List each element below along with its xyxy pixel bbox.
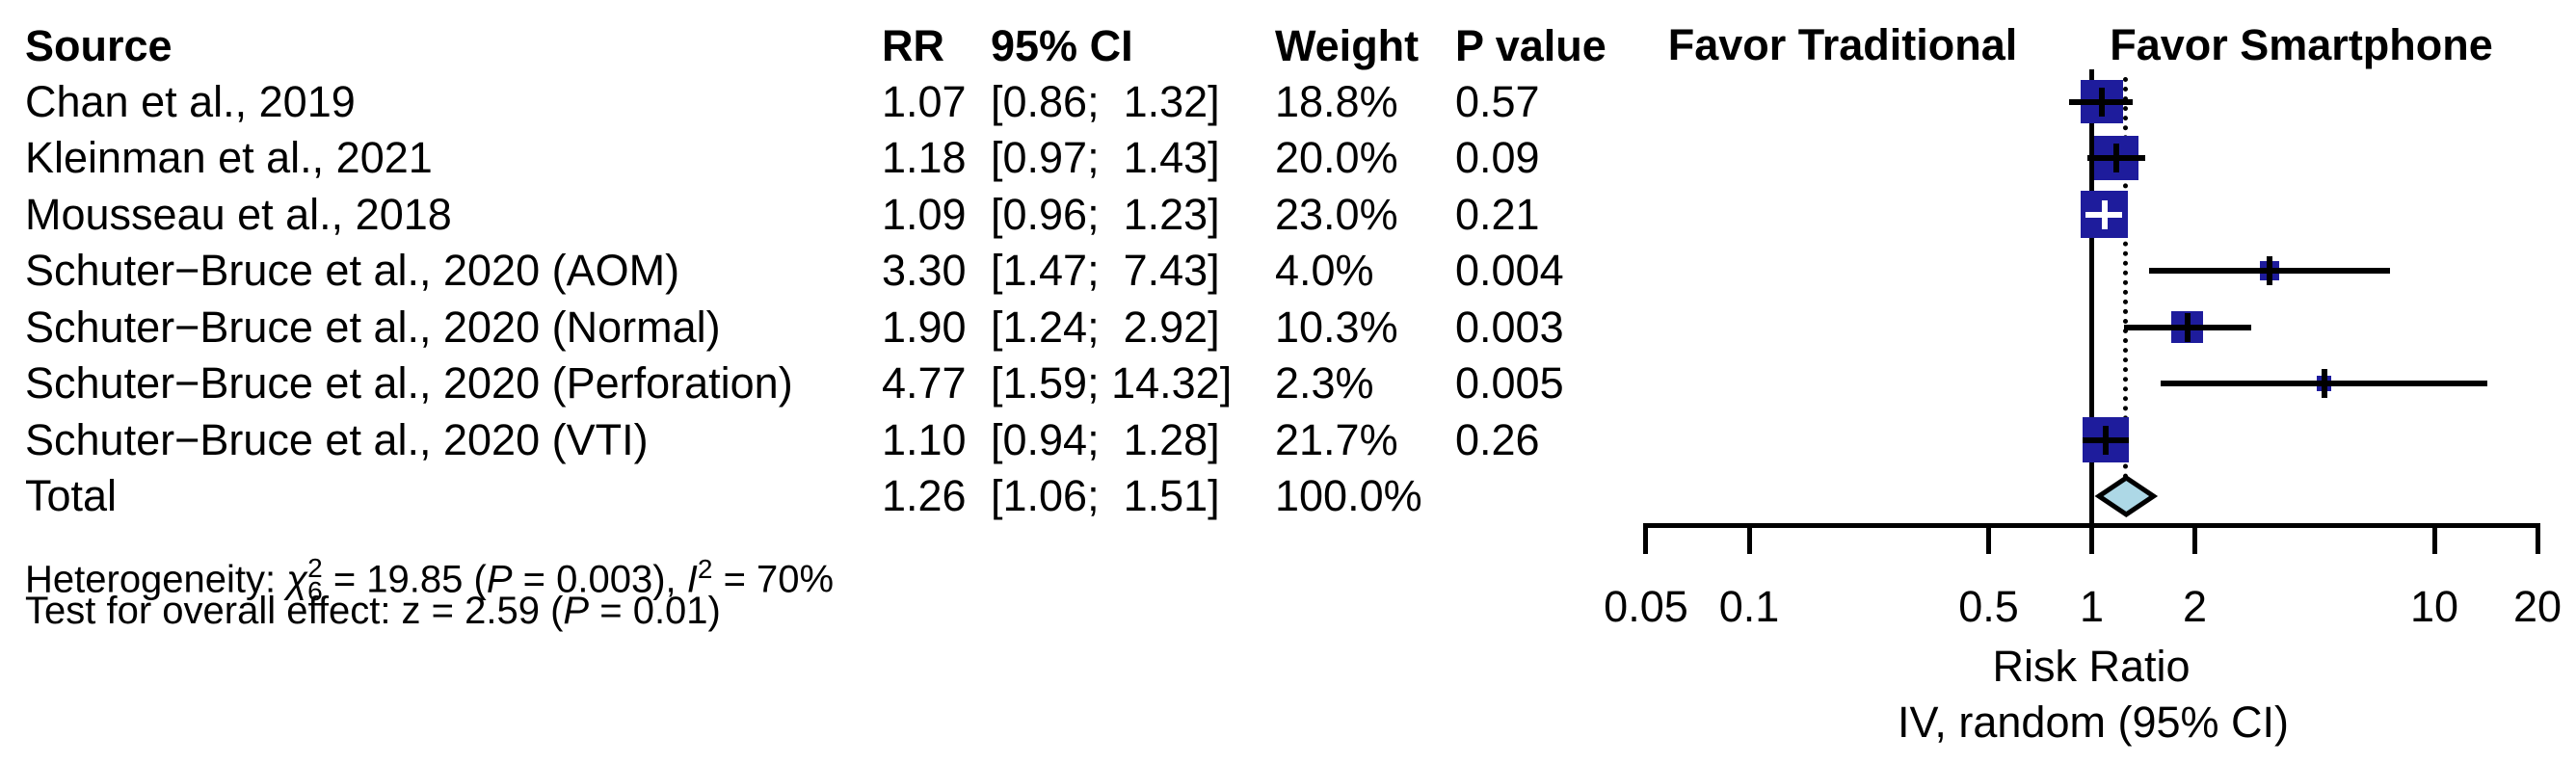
table-cell-weight: 18.8% [1275, 76, 1398, 126]
heterogeneity-mid: = 19.85 ( [322, 558, 487, 601]
table-cell-source: Schuter−Bruce et al., 2020 (Normal) [25, 302, 721, 352]
axis-tick-label: 2 [2183, 582, 2208, 631]
pooled-diamond-shape [2094, 474, 2159, 518]
table-cell-ci: [0.94; 1.28] [991, 414, 1220, 464]
table-cell-source: Schuter−Bruce et al., 2020 (AOM) [25, 246, 680, 295]
table-cell-weight: 23.0% [1275, 189, 1398, 239]
chi-superscript: 2 [307, 552, 323, 583]
point-estimate-marker [2113, 144, 2120, 172]
table-cell-ci: [1.59; 14.32] [991, 358, 1233, 408]
table-cell-weight: 10.3% [1275, 302, 1398, 352]
null-effect-line [2089, 69, 2094, 525]
chi-symbol: χ [286, 558, 308, 601]
table-cell-pvalue: 0.57 [1455, 76, 1540, 126]
table-cell-rr: 1.09 [882, 189, 967, 239]
column-header-rr: RR [882, 21, 944, 70]
table-cell-weight: 2.3% [1275, 358, 1374, 408]
axis-tick [1985, 523, 1991, 554]
table-cell-rr: 3.30 [882, 246, 967, 295]
column-header-weight: Weight [1275, 21, 1420, 70]
overall-effect-prefix: Test for overall effect: z = 2.59 ( [25, 590, 564, 632]
overall-effect-text: Test for overall effect: z = 2.59 (P = 0… [25, 588, 721, 634]
table-cell-source: Total [25, 471, 118, 520]
heterogeneity-after-p: = 0.003), [512, 558, 687, 601]
favor-left-label: Favor Traditional [1667, 20, 2018, 69]
table-cell-pvalue: 0.09 [1455, 133, 1540, 182]
table-cell-pvalue: 0.21 [1455, 189, 1540, 239]
i-squared-superscript: 2 [697, 554, 713, 584]
heterogeneity-prefix: Heterogeneity: [25, 558, 287, 601]
pooled-estimate-dotted-line [2123, 77, 2128, 479]
table-cell-ci: [1.06; 1.51] [991, 471, 1220, 520]
table-cell-pvalue: 0.005 [1455, 358, 1564, 408]
axis-tick-label: 0.5 [1958, 582, 2019, 631]
table-cell-ci: [0.97; 1.43] [991, 133, 1220, 182]
heterogeneity-tail: = 70% [712, 558, 835, 601]
favor-right-label: Favor Smartphone [2110, 20, 2493, 69]
axis-tick [2535, 523, 2540, 554]
table-cell-rr: 4.77 [882, 358, 967, 408]
point-estimate-marker [2101, 199, 2108, 229]
table-cell-pvalue: 0.004 [1455, 246, 1564, 295]
table-cell-ci: [1.24; 2.92] [991, 302, 1220, 352]
table-cell-rr: 1.18 [882, 133, 967, 182]
x-axis-subtitle: IV, random (95% CI) [1897, 698, 2290, 747]
table-cell-source: Schuter−Bruce et al., 2020 (Perforation) [25, 358, 793, 408]
axis-tick-label: 1 [2079, 582, 2105, 631]
table-cell-source: Schuter−Bruce et al., 2020 (VTI) [25, 414, 649, 464]
column-header-source: Source [25, 21, 173, 70]
table-cell-rr: 1.10 [882, 414, 967, 464]
column-header-pvalue: P value [1455, 21, 1607, 70]
point-estimate-marker [2184, 312, 2191, 342]
axis-tick-label: 0.05 [1604, 582, 1688, 631]
table-cell-ci: [0.96; 1.23] [991, 189, 1220, 239]
axis-tick-label: 10 [2409, 582, 2459, 631]
pooled-diamond [2094, 474, 2159, 518]
table-cell-ci: [1.47; 7.43] [991, 246, 1220, 295]
table-cell-pvalue: 0.003 [1455, 302, 1564, 352]
p-symbol: P [486, 558, 513, 601]
axis-tick [2192, 523, 2198, 554]
i-squared-symbol: I [686, 558, 698, 601]
axis-tick [2431, 523, 2437, 554]
table-cell-source: Kleinman et al., 2021 [25, 133, 433, 182]
chi-subscript: 6 [307, 575, 323, 606]
table-cell-rr: 1.07 [882, 76, 967, 126]
axis-tick-label: 0.1 [1718, 582, 1780, 631]
point-estimate-marker [2098, 87, 2105, 117]
table-cell-pvalue: 0.26 [1455, 414, 1540, 464]
point-estimate-marker [2103, 425, 2110, 455]
table-cell-rr: 1.90 [882, 302, 967, 352]
table-cell-rr: 1.26 [882, 471, 967, 520]
point-estimate-marker [2266, 256, 2272, 285]
column-header-ci: 95% CI [991, 21, 1133, 70]
axis-tick [2089, 523, 2094, 554]
axis-tick [1746, 523, 1752, 554]
table-cell-weight: 20.0% [1275, 133, 1398, 182]
table-cell-weight: 4.0% [1275, 246, 1374, 295]
table-cell-source: Mousseau et al., 2018 [25, 189, 452, 239]
axis-tick-label: 20 [2512, 582, 2563, 631]
table-cell-weight: 21.7% [1275, 414, 1398, 464]
table-cell-source: Chan et al., 2019 [25, 76, 356, 126]
table-cell-weight: 100.0% [1275, 471, 1422, 520]
x-axis-title: Risk Ratio [1992, 642, 2191, 691]
p-symbol-2: P [563, 590, 590, 632]
overall-effect-tail: = 0.01) [589, 590, 721, 632]
table-cell-ci: [0.86; 1.32] [991, 76, 1220, 126]
axis-tick [1643, 523, 1649, 554]
point-estimate-marker [2321, 369, 2327, 398]
